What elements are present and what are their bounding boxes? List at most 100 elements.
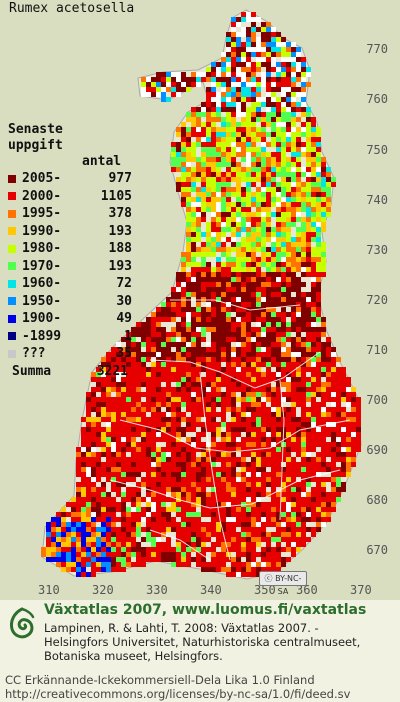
grid-cell bbox=[266, 367, 271, 372]
grid-cell bbox=[216, 107, 221, 112]
grid-cell bbox=[196, 467, 201, 472]
grid-cell bbox=[231, 132, 236, 137]
grid-cell bbox=[231, 402, 236, 407]
grid-cell bbox=[241, 147, 246, 152]
grid-cell bbox=[256, 487, 261, 492]
grid-cell bbox=[86, 467, 91, 472]
grid-cell bbox=[316, 152, 321, 157]
grid-cell bbox=[296, 377, 301, 382]
grid-cell bbox=[311, 232, 316, 237]
grid-cell bbox=[256, 432, 261, 437]
grid-cell bbox=[121, 462, 126, 467]
grid-cell bbox=[236, 62, 241, 67]
grid-cell bbox=[321, 202, 326, 207]
grid-cell bbox=[151, 542, 156, 547]
grid-cell bbox=[296, 452, 301, 457]
grid-cell bbox=[186, 147, 191, 152]
grid-cell bbox=[51, 527, 56, 532]
grid-cell bbox=[226, 502, 231, 507]
grid-cell bbox=[221, 227, 226, 232]
grid-cell bbox=[191, 422, 196, 427]
grid-cell bbox=[61, 547, 66, 552]
grid-cell bbox=[186, 552, 191, 557]
grid-cell bbox=[231, 32, 236, 37]
grid-cell bbox=[201, 352, 206, 357]
grid-cell bbox=[316, 237, 321, 242]
grid-cell bbox=[81, 432, 86, 437]
grid-cell bbox=[46, 542, 51, 547]
grid-cell bbox=[261, 272, 266, 277]
grid-cell bbox=[311, 262, 316, 267]
grid-cell bbox=[251, 137, 256, 142]
grid-cell bbox=[281, 352, 286, 357]
grid-cell bbox=[286, 172, 291, 177]
grid-cell bbox=[326, 397, 331, 402]
grid-cell bbox=[176, 407, 181, 412]
grid-cell bbox=[266, 502, 271, 507]
grid-cell bbox=[246, 492, 251, 497]
grid-cell bbox=[291, 222, 296, 227]
legend-row: 2005- 977 bbox=[8, 170, 136, 188]
grid-cell bbox=[216, 127, 221, 132]
grid-cell bbox=[256, 312, 261, 317]
grid-cell bbox=[216, 352, 221, 357]
grid-cell bbox=[146, 347, 151, 352]
grid-cell bbox=[241, 82, 246, 87]
grid-cell bbox=[296, 462, 301, 467]
grid-cell bbox=[246, 167, 251, 172]
grid-cell bbox=[251, 267, 256, 272]
grid-cell bbox=[316, 487, 321, 492]
grid-cell bbox=[196, 127, 201, 132]
grid-cell bbox=[271, 327, 276, 332]
grid-cell bbox=[146, 527, 151, 532]
grid-cell bbox=[181, 537, 186, 542]
grid-cell bbox=[206, 292, 211, 297]
grid-cell bbox=[246, 202, 251, 207]
grid-cell bbox=[261, 422, 266, 427]
legend-swatch bbox=[8, 174, 16, 183]
grid-cell bbox=[246, 362, 251, 367]
grid-cell bbox=[156, 307, 161, 312]
grid-cell bbox=[201, 202, 206, 207]
grid-cell bbox=[291, 442, 296, 447]
grid-cell bbox=[291, 82, 296, 87]
grid-cell bbox=[271, 42, 276, 47]
grid-cell bbox=[286, 557, 291, 562]
grid-cell bbox=[176, 282, 181, 287]
grid-cell bbox=[251, 337, 256, 342]
grid-cell bbox=[156, 87, 161, 92]
grid-cell bbox=[226, 397, 231, 402]
grid-cell bbox=[306, 212, 311, 217]
license-line2[interactable]: http://creativecommons.org/licenses/by-n… bbox=[5, 687, 351, 701]
grid-cell bbox=[301, 372, 306, 377]
grid-cell bbox=[266, 187, 271, 192]
grid-cell bbox=[201, 442, 206, 447]
grid-cell bbox=[61, 532, 66, 537]
grid-cell bbox=[201, 482, 206, 487]
grid-cell bbox=[231, 477, 236, 482]
grid-cell bbox=[221, 297, 226, 302]
grid-cell bbox=[111, 372, 116, 377]
grid-cell bbox=[161, 377, 166, 382]
grid-cell bbox=[276, 72, 281, 77]
grid-cell bbox=[196, 437, 201, 442]
grid-cell bbox=[121, 432, 126, 437]
grid-cell bbox=[171, 357, 176, 362]
grid-cell bbox=[256, 157, 261, 162]
grid-cell bbox=[66, 537, 71, 542]
grid-cell bbox=[291, 317, 296, 322]
grid-cell bbox=[226, 212, 231, 217]
grid-cell bbox=[196, 517, 201, 522]
grid-cell bbox=[186, 562, 191, 567]
grid-cell bbox=[316, 372, 321, 377]
grid-cell bbox=[226, 427, 231, 432]
grid-cell bbox=[286, 547, 291, 552]
grid-cell bbox=[226, 47, 231, 52]
grid-cell bbox=[351, 437, 356, 442]
grid-cell bbox=[331, 412, 336, 417]
grid-cell bbox=[181, 252, 186, 257]
grid-cell bbox=[301, 222, 306, 227]
grid-cell bbox=[236, 147, 241, 152]
grid-cell bbox=[121, 517, 126, 522]
grid-cell bbox=[276, 87, 281, 92]
